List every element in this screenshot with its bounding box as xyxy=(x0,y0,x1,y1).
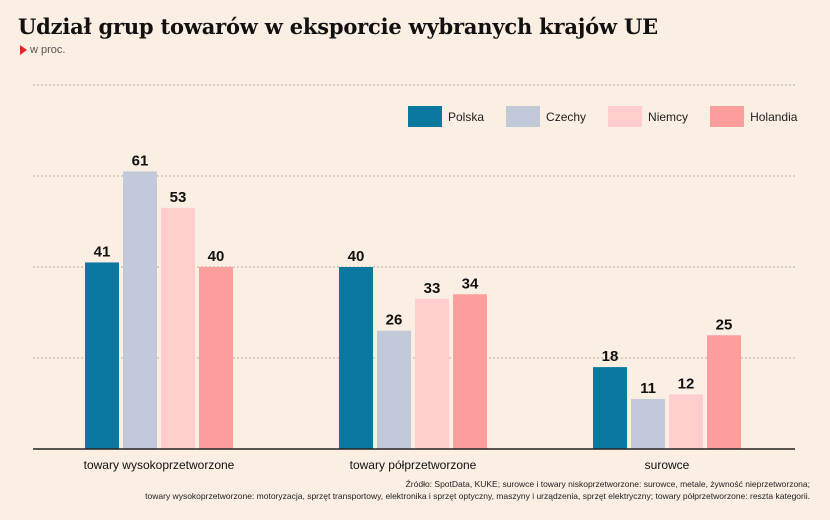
data-label: 41 xyxy=(94,243,111,260)
bar xyxy=(199,267,233,449)
category-label: surowce xyxy=(645,458,690,472)
legend-swatch xyxy=(710,106,745,127)
data-label: 18 xyxy=(602,348,619,365)
data-label: 53 xyxy=(170,189,187,206)
data-label: 25 xyxy=(716,316,733,333)
legend-item-czechy: Czechy xyxy=(506,106,586,127)
legend-swatch xyxy=(506,106,541,127)
category-label: towary półprzetworzone xyxy=(350,458,477,472)
red-triangle-icon xyxy=(20,45,27,55)
unit-label: w proc. xyxy=(30,44,66,56)
legend-label: Holandia xyxy=(750,109,798,124)
chart-title: Udział grup towarów w eksporcie wybranyc… xyxy=(18,14,658,39)
bar xyxy=(123,171,157,449)
bar xyxy=(415,298,449,449)
source-line-2: towary wysokoprzetworzone: motoryzacja, … xyxy=(145,491,810,501)
legend: Polska Czechy Niemcy Holandia xyxy=(408,106,819,127)
category-label: towary wysokoprzetworzone xyxy=(84,458,235,472)
legend-label: Polska xyxy=(448,109,485,124)
bar xyxy=(85,262,119,449)
legend-item-niemcy: Niemcy xyxy=(608,106,688,127)
data-label: 12 xyxy=(678,375,695,392)
chart-subtitle: w proc. xyxy=(20,44,65,56)
legend-item-holandia: Holandia xyxy=(710,106,797,127)
bar xyxy=(339,267,373,449)
data-label: 61 xyxy=(132,152,149,169)
data-label: 40 xyxy=(208,248,225,265)
bar xyxy=(669,394,703,449)
legend-label: Niemcy xyxy=(648,109,689,124)
source-note: Źródło: SpotData, KUKE; surowce i towary… xyxy=(20,478,810,502)
legend-swatch xyxy=(408,106,442,127)
bar xyxy=(707,335,741,449)
data-label: 33 xyxy=(424,280,441,297)
source-line-1: Źródło: SpotData, KUKE; surowce i towary… xyxy=(405,479,810,489)
bar xyxy=(161,207,195,449)
data-label: 40 xyxy=(348,248,365,265)
bar xyxy=(453,294,487,449)
data-label: 26 xyxy=(386,312,403,329)
bar xyxy=(593,367,627,449)
bar xyxy=(631,398,665,449)
bar xyxy=(377,330,411,449)
legend-label: Czechy xyxy=(546,109,587,124)
data-label: 34 xyxy=(462,275,479,292)
data-label: 11 xyxy=(640,380,656,397)
legend-swatch xyxy=(608,106,643,127)
legend-item-polska: Polska xyxy=(408,106,484,127)
